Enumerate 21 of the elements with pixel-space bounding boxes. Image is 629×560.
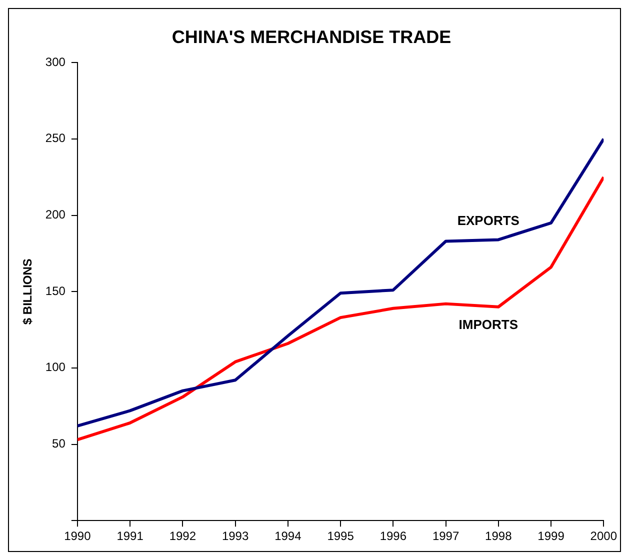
y-tick-label: 100 (45, 360, 66, 374)
x-tick-label: 1994 (274, 529, 302, 544)
x-tick-label: 1992 (169, 529, 196, 544)
x-tick-label: 2000 (590, 529, 618, 544)
y-tick-label: 300 (45, 54, 66, 69)
y-tick-label: 250 (45, 131, 66, 146)
y-tick-label: 50 (52, 436, 66, 451)
y-tick-label: 200 (45, 208, 66, 222)
x-tick-label: 1995 (327, 529, 354, 544)
y-tick-label: 150 (45, 284, 66, 298)
x-tick-label: 1993 (222, 529, 249, 544)
chart-title: CHINA'S MERCHANDISE TRADE (172, 26, 452, 47)
x-tick-label: 1990 (64, 529, 92, 544)
x-tick-label: 1999 (538, 529, 565, 544)
series-label: EXPORTS (457, 212, 520, 228)
y-axis-title: $ BILLIONS (20, 258, 35, 325)
x-tick-label: 1991 (116, 529, 144, 544)
x-tick-label: 1996 (380, 529, 407, 544)
series-label: IMPORTS (458, 316, 518, 332)
x-tick-label: 1998 (485, 529, 512, 544)
x-tick-label: 1997 (432, 529, 460, 544)
